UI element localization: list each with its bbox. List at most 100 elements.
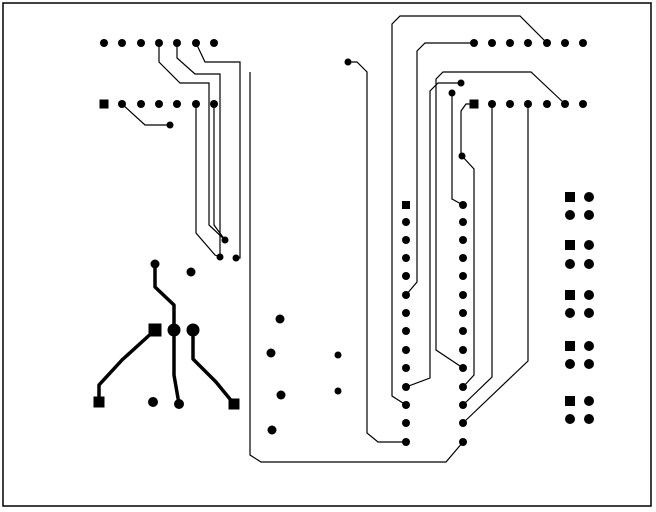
header-pad [579, 100, 587, 108]
ic-pad [459, 346, 467, 354]
two-pin-header-pad [584, 359, 594, 369]
header-pad [100, 39, 108, 47]
header-pad [561, 100, 569, 108]
header-pad [488, 39, 496, 47]
header-pin1-pad [99, 99, 109, 109]
via [457, 79, 465, 87]
two-pin-header-pin1-pad [565, 192, 575, 202]
via [334, 351, 342, 359]
ic-pad [402, 401, 410, 409]
two-pin-header-pad [584, 414, 594, 424]
copper-traces [97, 15, 566, 463]
via [458, 152, 466, 160]
two-pin-header-pad [584, 290, 594, 300]
trace [461, 155, 475, 388]
two-pin-header-pin1-pad [565, 341, 575, 351]
round-pad [174, 399, 184, 409]
via [232, 254, 240, 262]
trace [460, 103, 474, 157]
ic-pad [459, 401, 467, 409]
header-pad [155, 39, 163, 47]
header-pad [118, 100, 126, 108]
via [221, 236, 229, 244]
ic-pad [459, 254, 467, 262]
ic-pad [459, 201, 467, 209]
ic-pad [459, 419, 467, 427]
two-pin-header-pad [565, 414, 575, 424]
loose-pad [276, 390, 286, 400]
round-pad [148, 397, 158, 407]
ic-pad [402, 272, 410, 280]
ic-pad [459, 327, 467, 335]
header-pad [173, 39, 181, 47]
ic-pad [459, 309, 467, 317]
trace [462, 104, 529, 424]
ic-pad [402, 236, 410, 244]
round-pad [150, 259, 160, 269]
transistor-pad [186, 323, 200, 337]
loose-pad [275, 314, 285, 324]
two-pin-header-pad [584, 341, 594, 351]
two-pin-header-pad [584, 192, 594, 202]
ic-pad [402, 419, 410, 427]
ic-pad [402, 438, 410, 446]
header-pad [192, 39, 200, 47]
trace [462, 104, 493, 406]
square-pad [228, 398, 240, 410]
loose-pad [266, 348, 276, 358]
header-pad [543, 100, 551, 108]
header-pin1-pad [469, 99, 479, 109]
trace [249, 72, 464, 463]
header-pad [173, 100, 181, 108]
ic-pad [402, 327, 410, 335]
trace [405, 42, 474, 296]
via [216, 253, 224, 261]
two-pin-header-pad [565, 308, 575, 318]
two-pin-header-pin1-pad [565, 396, 575, 406]
header-pad [506, 100, 514, 108]
header-pad [210, 100, 218, 108]
header-pad [470, 39, 478, 47]
via [344, 58, 352, 66]
ic-pin1-pad [402, 201, 410, 209]
trace [451, 93, 464, 206]
power-trace [191, 328, 236, 406]
header-pad [506, 39, 514, 47]
ic-pad [402, 218, 410, 226]
ic-pad [459, 272, 467, 280]
via [166, 121, 174, 129]
trace [195, 104, 221, 258]
ic-pad [402, 254, 410, 262]
via [334, 387, 342, 395]
trace [121, 103, 170, 126]
ic-pad [402, 383, 410, 391]
two-pin-header-pad [565, 210, 575, 220]
via [448, 89, 456, 97]
trace [348, 61, 406, 443]
header-pad [524, 100, 532, 108]
square-pad [93, 396, 105, 408]
trace [176, 43, 221, 257]
two-pin-header-pad [584, 259, 594, 269]
ic-pad [459, 218, 467, 226]
copper-pads [93, 39, 594, 446]
ic-pad [459, 236, 467, 244]
two-pin-header-pad [584, 210, 594, 220]
trace [405, 82, 461, 388]
two-pin-header-pin1-pad [565, 290, 575, 300]
header-pad [579, 39, 587, 47]
header-pad [155, 100, 163, 108]
ic-pad [402, 346, 410, 354]
two-pin-header-pad [565, 359, 575, 369]
ic-pad [459, 383, 467, 391]
ic-pad [459, 291, 467, 299]
two-pin-header-pin1-pad [565, 240, 575, 250]
power-trace [153, 262, 181, 406]
header-pad [137, 100, 145, 108]
header-pad [118, 39, 126, 47]
header-pad [137, 39, 145, 47]
ic-pad [402, 291, 410, 299]
header-pad [524, 39, 532, 47]
trace [158, 43, 226, 241]
